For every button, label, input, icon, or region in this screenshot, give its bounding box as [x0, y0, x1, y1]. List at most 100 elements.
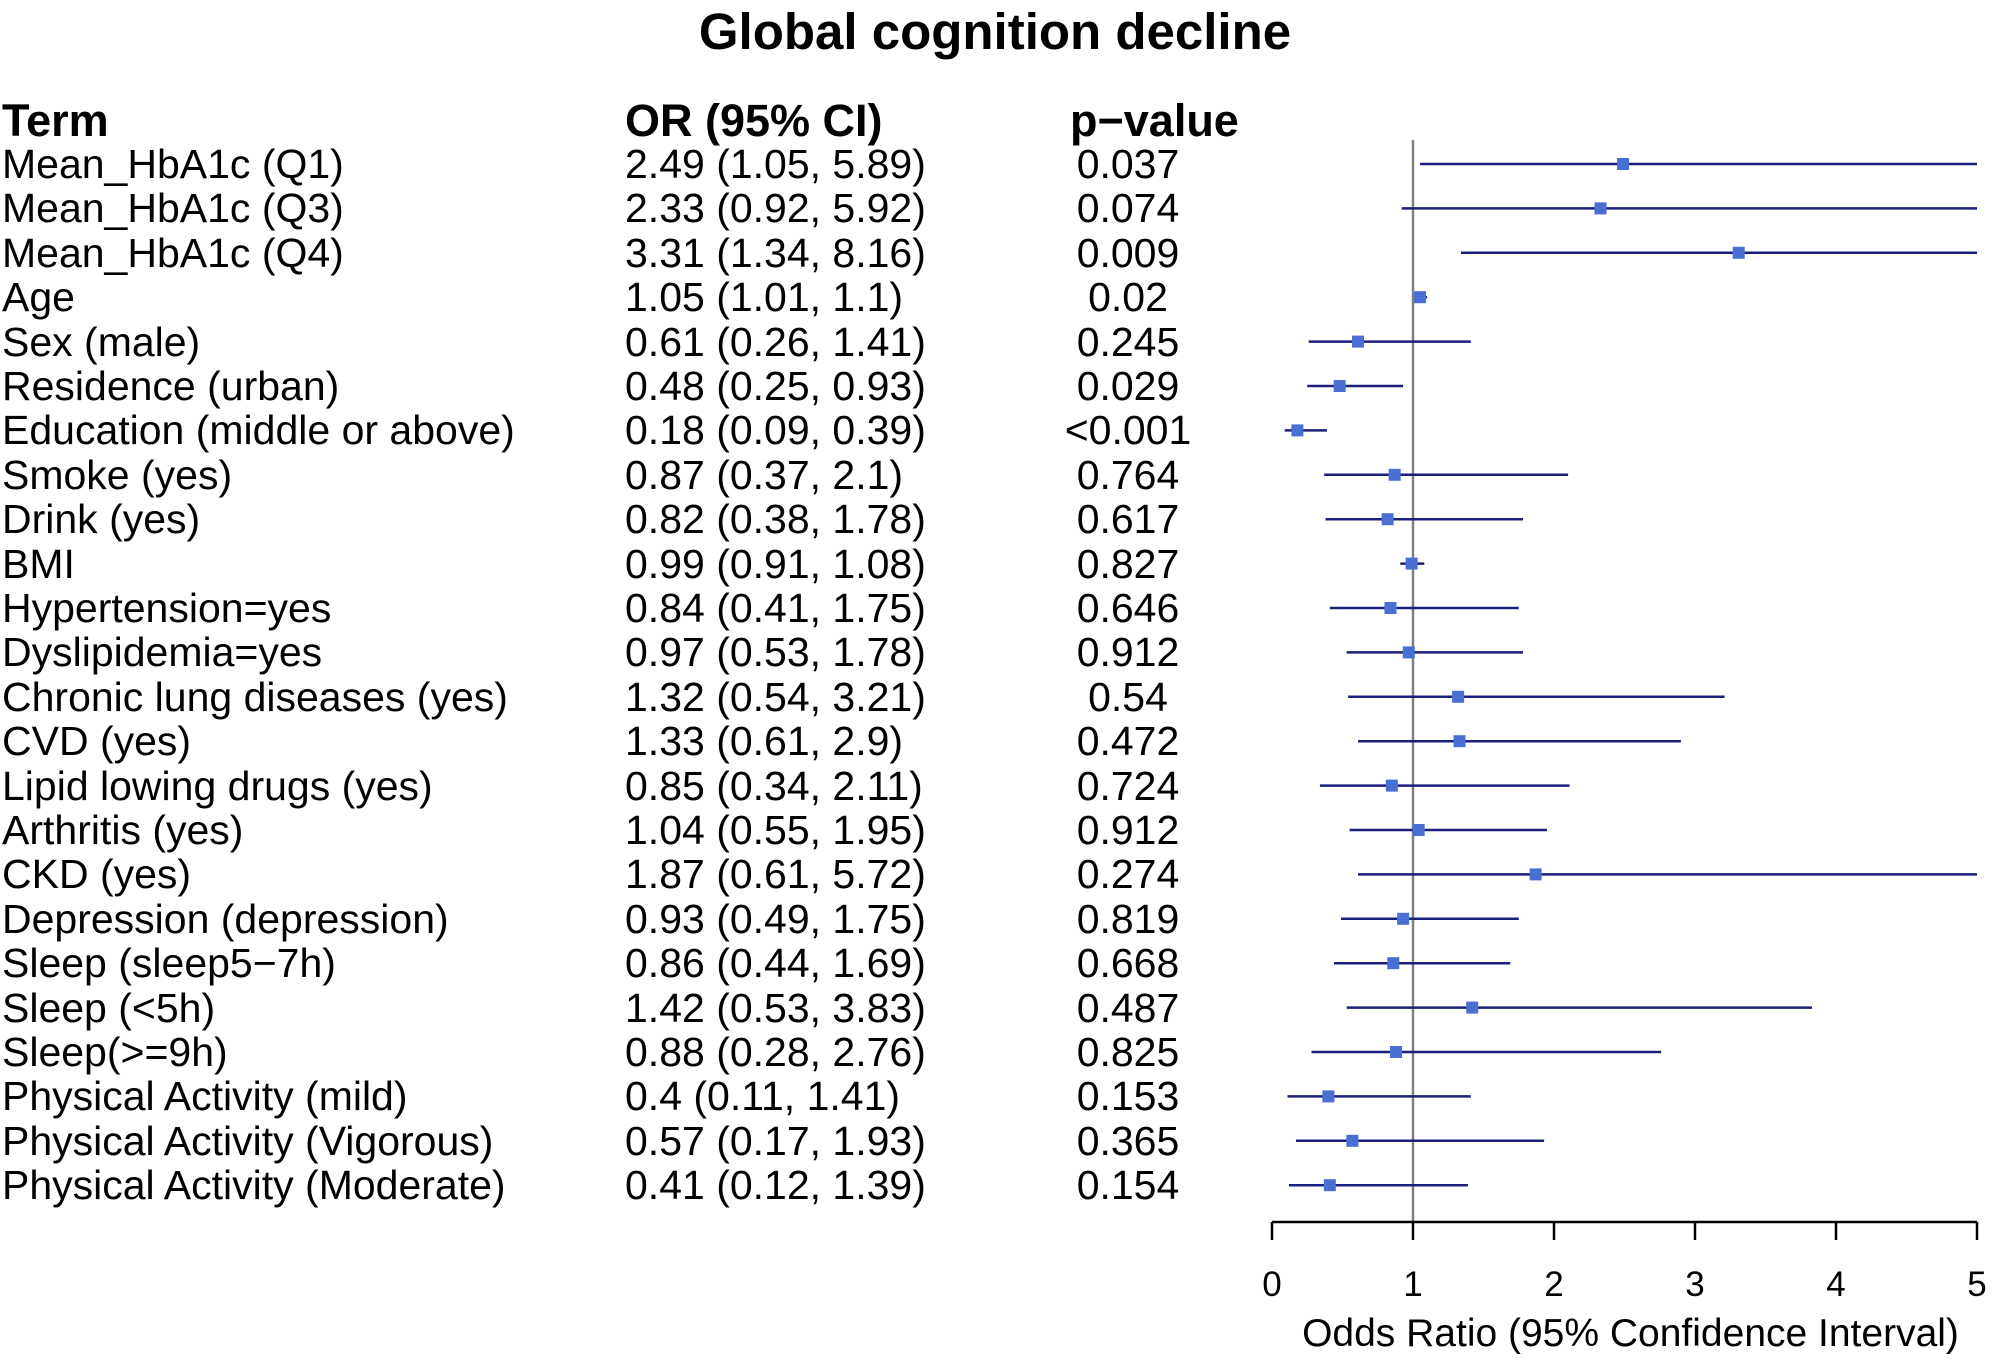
table-row: Sex (male) 0.61 (0.26, 1.41) 0.245	[0, 320, 1260, 364]
or-ci-value: 1.87 (0.61, 5.72)	[625, 851, 926, 898]
or-ci-value: 0.97 (0.53, 1.78)	[625, 629, 926, 676]
term-label: Sleep(>=9h)	[2, 1029, 228, 1075]
term-label: Mean_HbA1c (Q1)	[2, 141, 344, 187]
p-value: 0.037	[1076, 141, 1180, 187]
term-label: Arthritis (yes)	[2, 807, 244, 853]
table-row: Residence (urban) 0.48 (0.25, 0.93) 0.029	[0, 364, 1260, 408]
p-value: 0.646	[1076, 585, 1180, 631]
header-term: Term	[2, 95, 109, 146]
p-value: 0.912	[1076, 629, 1180, 676]
or-ci-value: 3.31 (1.34, 8.16)	[625, 229, 926, 276]
or-ci-value: 2.49 (1.05, 5.89)	[625, 141, 926, 187]
or-ci-value: 0.88 (0.28, 2.76)	[625, 1029, 926, 1075]
or-ci-value: 0.99 (0.91, 1.08)	[625, 540, 926, 587]
p-value: 0.724	[1076, 762, 1180, 809]
p-value: <0.001	[1064, 407, 1192, 454]
p-value: 0.472	[1076, 718, 1180, 765]
table-row: Depression (depression) 0.93 (0.49, 1.75)…	[0, 897, 1260, 941]
point-estimate	[1466, 1001, 1479, 1014]
point-estimate	[1529, 868, 1542, 881]
term-label: CVD (yes)	[2, 718, 192, 765]
x-tick-label: 3	[1685, 1265, 1704, 1304]
table-row: Sleep (sleep5−7h) 0.86 (0.44, 1.69) 0.668	[0, 941, 1260, 985]
or-ci-value: 0.18 (0.09, 0.39)	[625, 407, 926, 454]
point-estimate	[1390, 1046, 1403, 1058]
x-axis-label: Odds Ratio (95% Confidence Interval)	[1302, 1312, 1959, 1355]
term-label: Physical Activity (Moderate)	[2, 1162, 506, 1209]
point-estimate	[1323, 1179, 1336, 1192]
p-value: 0.827	[1076, 540, 1180, 587]
table-row: Hypertension=yes 0.84 (0.41, 1.75) 0.646	[0, 586, 1260, 630]
p-value: 0.764	[1076, 451, 1180, 498]
term-label: Chronic lung diseases (yes)	[2, 673, 508, 720]
term-label: Depression (depression)	[2, 895, 449, 942]
or-ci-value: 0.85 (0.34, 2.11)	[625, 762, 923, 809]
or-ci-value: 0.41 (0.12, 1.39)	[625, 1162, 926, 1209]
table-row: Age 1.05 (1.01, 1.1) 0.02	[0, 275, 1260, 319]
table-row: Smoke (yes) 0.87 (0.37, 2.1) 0.764	[0, 453, 1260, 497]
point-estimate	[1385, 779, 1398, 792]
term-label: Residence (urban)	[2, 363, 340, 409]
point-estimate	[1333, 380, 1346, 392]
or-ci-value: 0.84 (0.41, 1.75)	[625, 585, 926, 631]
table-row: Mean_HbA1c (Q4) 3.31 (1.34, 8.16) 0.009	[0, 231, 1260, 275]
point-estimate	[1388, 468, 1401, 481]
table-row: CKD (yes) 1.87 (0.61, 5.72) 0.274	[0, 852, 1260, 896]
or-ci-value: 1.04 (0.55, 1.95)	[625, 807, 926, 853]
or-ci-value: 0.48 (0.25, 0.93)	[625, 363, 926, 409]
header-p-value: p−value	[1070, 95, 1239, 146]
p-value: 0.54	[1088, 673, 1168, 720]
point-estimate	[1291, 424, 1304, 437]
point-estimate	[1617, 158, 1630, 170]
term-label: Sex (male)	[2, 318, 201, 365]
table-row: Lipid lowing drugs (yes) 0.85 (0.34, 2.11…	[0, 764, 1260, 808]
point-estimate	[1322, 1090, 1335, 1103]
term-label: Dyslipidemia=yes	[2, 629, 323, 676]
point-estimate	[1381, 513, 1394, 526]
table-row: Chronic lung diseases (yes) 1.32 (0.54, 3…	[0, 675, 1260, 719]
point-estimate	[1397, 912, 1410, 925]
p-value: 0.825	[1076, 1029, 1180, 1075]
term-label: Physical Activity (mild)	[2, 1073, 408, 1120]
term-label: Sleep (sleep5−7h)	[2, 940, 336, 987]
point-estimate	[1346, 1134, 1359, 1147]
p-value: 0.617	[1076, 496, 1180, 543]
table-row: BMI 0.99 (0.91, 1.08) 0.827	[0, 542, 1260, 586]
term-label: Drink (yes)	[2, 496, 201, 543]
x-tick-label: 0	[1262, 1265, 1281, 1304]
point-estimate	[1594, 202, 1607, 215]
point-estimate	[1453, 735, 1466, 748]
table-row: Arthritis (yes) 1.04 (0.55, 1.95) 0.912	[0, 808, 1260, 852]
point-estimate	[1414, 291, 1427, 304]
x-tick-label: 4	[1826, 1265, 1845, 1304]
or-ci-value: 1.42 (0.53, 3.83)	[625, 984, 926, 1031]
point-estimate	[1732, 246, 1745, 259]
point-estimate	[1412, 824, 1425, 836]
term-label: BMI	[2, 540, 75, 587]
p-value: 0.029	[1076, 363, 1180, 409]
table-row: Physical Activity (Vigorous) 0.57 (0.17, …	[0, 1119, 1260, 1163]
p-value: 0.365	[1076, 1117, 1180, 1164]
or-ci-value: 1.33 (0.61, 2.9)	[625, 718, 904, 765]
table-row: Mean_HbA1c (Q1) 2.49 (1.05, 5.89) 0.037	[0, 142, 1260, 186]
p-value: 0.245	[1076, 318, 1180, 365]
table-row: Mean_HbA1c (Q3) 2.33 (0.92, 5.92) 0.074	[0, 186, 1260, 230]
point-estimate	[1387, 957, 1400, 970]
p-value: 0.074	[1076, 185, 1180, 232]
header-or-ci: OR (95% CI)	[625, 95, 883, 146]
table-row: Sleep(>=9h) 0.88 (0.28, 2.76) 0.825	[0, 1030, 1260, 1074]
p-value: 0.02	[1088, 274, 1168, 321]
p-value: 0.912	[1076, 807, 1180, 853]
p-value: 0.153	[1076, 1073, 1180, 1120]
table-row: CVD (yes) 1.33 (0.61, 2.9) 0.472	[0, 719, 1260, 763]
p-value: 0.274	[1076, 851, 1180, 898]
p-value: 0.009	[1076, 229, 1180, 276]
point-estimate	[1452, 690, 1465, 703]
or-ci-value: 0.87 (0.37, 2.1)	[625, 451, 904, 498]
or-ci-value: 1.32 (0.54, 3.21)	[625, 673, 926, 720]
point-estimate	[1405, 557, 1418, 570]
or-ci-value: 0.93 (0.49, 1.75)	[625, 895, 926, 942]
table-row: Sleep (<5h) 1.42 (0.53, 3.83) 0.487	[0, 986, 1260, 1030]
or-ci-value: 0.86 (0.44, 1.69)	[625, 940, 926, 987]
term-label: Sleep (<5h)	[2, 984, 216, 1031]
